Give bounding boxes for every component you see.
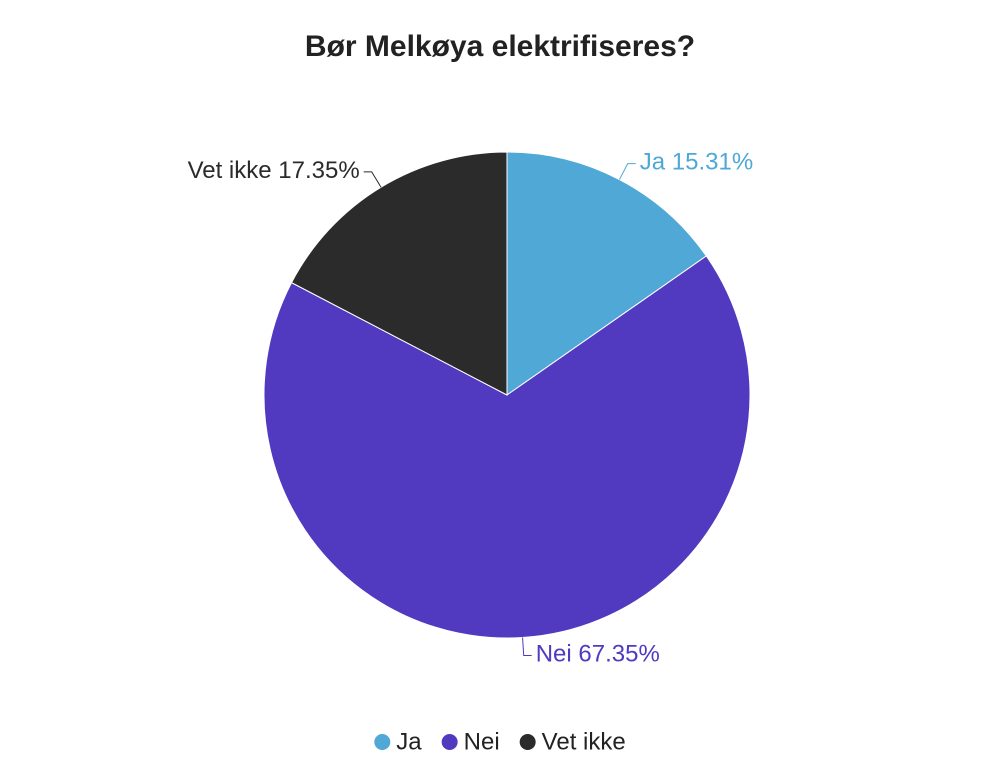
legend-marker [519,734,536,750]
legend-marker [374,734,391,750]
data-label: Nei 67.35% [536,641,660,668]
leader-line [522,637,532,656]
leader-line [618,163,636,180]
label-category: Ja [640,149,666,176]
label-category: Nei [536,641,572,668]
legend-label: Nei [464,728,500,755]
data-label: Ja 15.31% [640,149,753,176]
label-value: 17.35% [278,157,359,184]
legend-label: Vet ikke [542,728,626,755]
legend-marker [441,734,458,750]
leader-line [363,171,382,188]
label-value: 15.31% [672,149,753,176]
legend-label: Ja [396,728,422,755]
data-label: Vet ikke 17.35% [188,157,360,184]
pie-slice [290,151,508,396]
label-value: 67.35% [578,641,659,668]
chart-title: Bør Melkøya elektrifiseres? [305,30,695,63]
pie-slice [506,151,708,396]
label-category: Vet ikke [188,157,272,184]
legend: Ja Nei Vet ikke [374,728,626,755]
